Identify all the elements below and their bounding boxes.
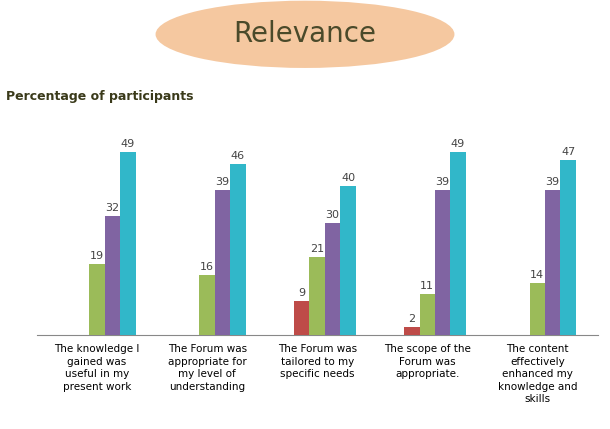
Bar (294, 301, 309, 335)
Bar (404, 327, 420, 335)
Text: 11: 11 (420, 281, 434, 291)
Text: 49: 49 (121, 139, 135, 149)
Text: 39: 39 (215, 177, 229, 187)
Bar (450, 152, 466, 335)
Text: 9: 9 (298, 288, 306, 298)
Text: 2: 2 (408, 314, 415, 324)
Text: 39: 39 (545, 177, 560, 187)
Bar (420, 294, 435, 335)
Text: 30: 30 (326, 210, 340, 220)
Text: 19: 19 (90, 251, 104, 261)
Text: Relevance: Relevance (234, 20, 376, 48)
Bar (309, 257, 325, 335)
Bar (561, 160, 576, 335)
Ellipse shape (156, 1, 454, 68)
Bar (90, 264, 105, 335)
Bar (529, 283, 545, 335)
Bar (230, 163, 246, 335)
Text: 21: 21 (310, 244, 325, 254)
Bar (435, 190, 450, 335)
Text: 32: 32 (106, 202, 120, 213)
Bar (545, 190, 561, 335)
Text: 47: 47 (561, 147, 575, 157)
Bar (325, 223, 340, 335)
Bar (340, 186, 356, 335)
Bar (215, 190, 230, 335)
Bar (199, 275, 215, 335)
Text: Percentage of participants: Percentage of participants (6, 90, 193, 103)
Text: 14: 14 (530, 269, 544, 280)
Text: 40: 40 (341, 173, 355, 183)
Text: 46: 46 (231, 151, 245, 160)
Text: 49: 49 (451, 139, 465, 149)
Bar (120, 152, 135, 335)
Text: 39: 39 (436, 177, 450, 187)
Bar (105, 216, 120, 335)
Text: 16: 16 (200, 262, 214, 272)
